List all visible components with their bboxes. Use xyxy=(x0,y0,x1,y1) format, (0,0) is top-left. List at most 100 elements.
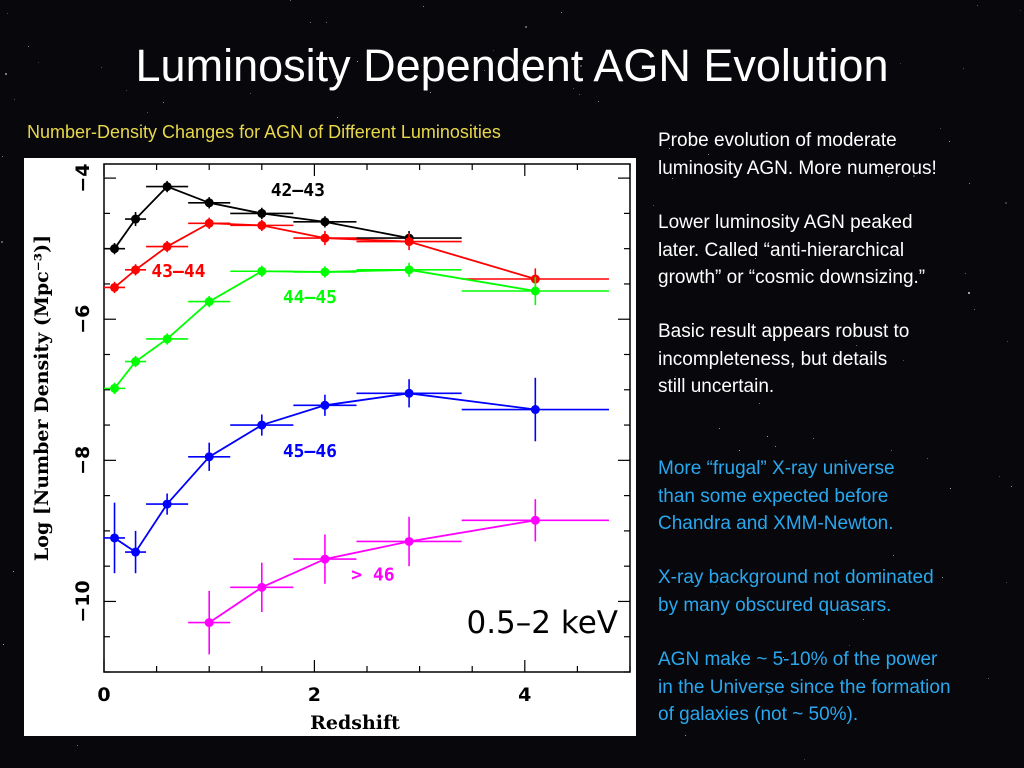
y-tick-label: −4 xyxy=(72,164,94,193)
star-dot xyxy=(863,619,864,620)
x-tick-label: 0 xyxy=(97,684,110,706)
data-point xyxy=(131,214,141,224)
star-dot xyxy=(999,476,1000,477)
data-point xyxy=(204,218,214,228)
star-dot xyxy=(430,92,431,93)
bullet-line: by many obscured quasars. xyxy=(658,594,892,616)
star-dot xyxy=(357,61,358,62)
data-point xyxy=(320,267,330,277)
star-dot xyxy=(913,175,915,177)
star-dot xyxy=(768,694,769,695)
star-dot xyxy=(580,65,582,67)
bullet-line: luminosity AGN. More numerous! xyxy=(658,157,937,179)
data-point xyxy=(204,297,214,307)
star-dot xyxy=(891,271,892,272)
star-dot xyxy=(940,128,941,129)
star-dot xyxy=(813,438,814,439)
star-dot xyxy=(775,446,776,447)
data-point xyxy=(162,242,172,252)
star-dot xyxy=(882,337,883,338)
star-dot xyxy=(968,292,970,294)
star-dot xyxy=(1,241,3,243)
data-point xyxy=(131,547,141,557)
star-dot xyxy=(450,68,451,69)
bullet-line: still uncertain. xyxy=(658,376,775,397)
data-point xyxy=(257,208,267,218)
bullet-line: growth” or “cosmic downsizing.” xyxy=(658,267,926,288)
star-dot xyxy=(744,651,745,652)
star-dot xyxy=(834,352,835,353)
data-point xyxy=(110,383,120,393)
bullet-line: X-ray background not dominated xyxy=(658,567,934,588)
star-dot xyxy=(900,63,901,64)
data-point xyxy=(131,265,141,275)
star-dot xyxy=(28,46,29,47)
star-dot xyxy=(893,555,894,556)
chart-subtitle: Number-Density Changes for AGN of Differ… xyxy=(27,122,501,142)
data-point xyxy=(131,357,141,367)
star-dot xyxy=(14,99,15,100)
star-dot xyxy=(326,22,327,23)
star-dot xyxy=(1007,341,1008,342)
star-dot xyxy=(165,72,166,73)
data-point xyxy=(404,237,414,247)
bullet-robust: Basic result appears robust to incomplet… xyxy=(658,318,1014,401)
star-dot xyxy=(561,12,562,13)
star-dot xyxy=(250,93,251,94)
star-dot xyxy=(163,102,164,103)
star-dot xyxy=(147,112,148,113)
series-label: > 46 xyxy=(351,564,394,585)
star-dot xyxy=(685,735,686,736)
star-dot xyxy=(810,686,811,687)
data-point xyxy=(257,220,267,230)
bullet-line: Chandra and XMM-Newton. xyxy=(658,513,894,534)
star-dot xyxy=(891,450,892,451)
star-dot xyxy=(856,345,857,346)
star-dot xyxy=(5,73,7,75)
star-dot xyxy=(598,101,599,102)
bullet-line: Probe evolution of moderate xyxy=(658,130,897,151)
series-label: 42–43 xyxy=(271,180,325,201)
star-dot xyxy=(783,657,784,658)
data-point xyxy=(257,420,267,430)
star-dot xyxy=(816,712,818,714)
data-point xyxy=(204,452,214,462)
series-label: 44–45 xyxy=(283,287,337,308)
star-dot xyxy=(927,458,928,459)
star-dot xyxy=(903,360,904,361)
star-dot xyxy=(1005,202,1007,204)
star-dot xyxy=(759,403,760,404)
data-point xyxy=(320,233,330,243)
star-dot xyxy=(7,13,8,14)
x-tick-label: 4 xyxy=(518,684,531,706)
y-axis-label: Log [Number Density (Mpc⁻³)] xyxy=(31,235,53,561)
x-axis-label: Redshift xyxy=(310,712,400,734)
data-point xyxy=(404,388,414,398)
star-dot xyxy=(708,154,709,155)
star-dot xyxy=(707,75,708,76)
star-dot xyxy=(392,66,393,67)
bullet-lower-luminosity: Lower luminosity AGN peaked later. Calle… xyxy=(658,209,1014,292)
star-dot xyxy=(337,117,338,118)
star-dot xyxy=(573,88,574,89)
star-dot xyxy=(672,178,673,179)
bullet-agn-power: AGN make ~ 5-10% of the power in the Uni… xyxy=(658,646,1014,729)
bullet-probe: Probe evolution of moderate luminosity A… xyxy=(658,127,1014,182)
star-dot xyxy=(942,577,943,578)
star-dot xyxy=(2,156,3,157)
star-dot xyxy=(38,62,39,63)
star-dot xyxy=(1011,486,1012,487)
bullet-line: More “frugal” X-ray universe xyxy=(658,458,895,479)
star-dot xyxy=(739,450,740,451)
star-dot xyxy=(579,94,580,95)
bullet-line: AGN make ~ 5-10% of the power xyxy=(658,649,938,670)
star-dot xyxy=(849,645,850,646)
star-dot xyxy=(755,258,756,259)
bullet-xray-background: X-ray background not dominated by many o… xyxy=(658,564,1014,619)
star-dot xyxy=(879,572,881,574)
data-point xyxy=(530,515,540,525)
bullet-line: later. Called “anti-hierarchical xyxy=(658,239,905,261)
star-dot xyxy=(290,0,291,1)
star-dot xyxy=(977,5,978,6)
data-point xyxy=(404,536,414,546)
